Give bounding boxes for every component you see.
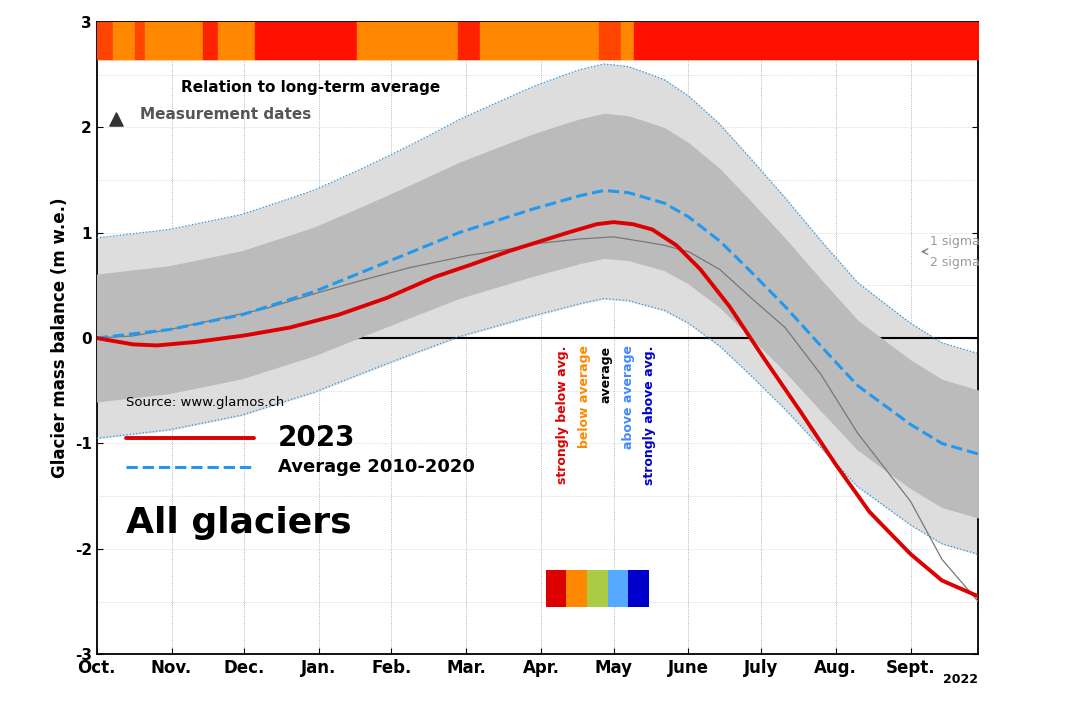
Text: 2 sigma: 2 sigma [930,256,979,269]
Text: Source: www.glamos.ch: Source: www.glamos.ch [126,396,284,409]
Text: strongly above avg.: strongly above avg. [643,345,657,485]
Text: strongly below avg.: strongly below avg. [557,345,570,483]
Text: Relation to long-term average: Relation to long-term average [182,80,441,95]
Text: Measurement dates: Measurement dates [140,107,312,122]
Point [108,113,125,124]
Bar [628,570,648,607]
Bar [587,570,607,607]
Text: below average: below average [578,345,591,449]
Text: 1 sigma: 1 sigma [930,235,979,248]
Text: above average: above average [621,345,634,449]
Bar [607,570,628,607]
Y-axis label: Glacier mass balance (m w.e.): Glacier mass balance (m w.e.) [52,198,69,478]
Text: Average 2010-2020: Average 2010-2020 [277,458,475,475]
Text: 2023: 2023 [277,424,356,452]
Bar [567,570,587,607]
Bar [546,570,567,607]
Text: 2022: 2022 [943,673,978,686]
Text: All glaciers: All glaciers [126,505,352,539]
Text: average: average [600,345,613,403]
